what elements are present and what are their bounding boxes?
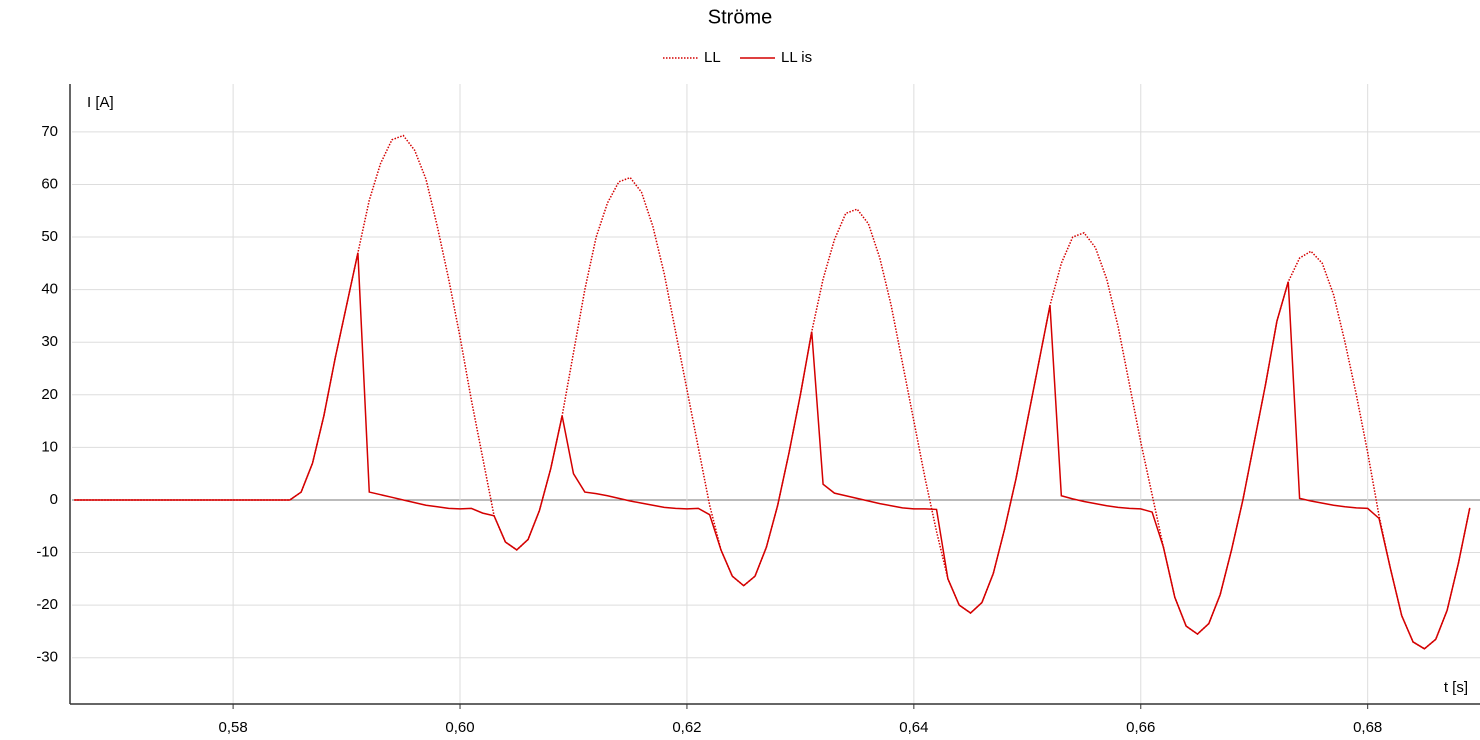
y-tick-label: 0 [50,491,58,508]
y-tick-label: 30 [41,333,58,350]
y-tick-label: -10 [36,544,58,561]
y-tick-label: 70 [41,123,58,140]
y-tick-label: -20 [36,596,58,613]
x-tick-label: 0,66 [1126,719,1155,736]
y-tick-label: -30 [36,649,58,666]
legend-label: LL is [781,49,812,66]
x-tick-label: 0,60 [445,719,474,736]
x-tick-label: 0,58 [219,719,248,736]
y-tick-label: 50 [41,228,58,245]
legend-label: LL [704,49,721,66]
y-tick-label: 10 [41,438,58,455]
x-tick-label: 0,68 [1353,719,1382,736]
chart-title: Ströme [708,6,772,28]
series-line [74,252,1471,650]
x-axis-label: t [s] [1444,679,1468,696]
y-tick-label: 20 [41,386,58,403]
y-axis-label: I [A] [87,94,114,111]
y-tick-label: 60 [41,175,58,192]
y-tick-label: 40 [41,281,58,298]
x-tick-label: 0,62 [672,719,701,736]
series-line [74,134,1471,650]
x-tick-label: 0,64 [899,719,928,736]
